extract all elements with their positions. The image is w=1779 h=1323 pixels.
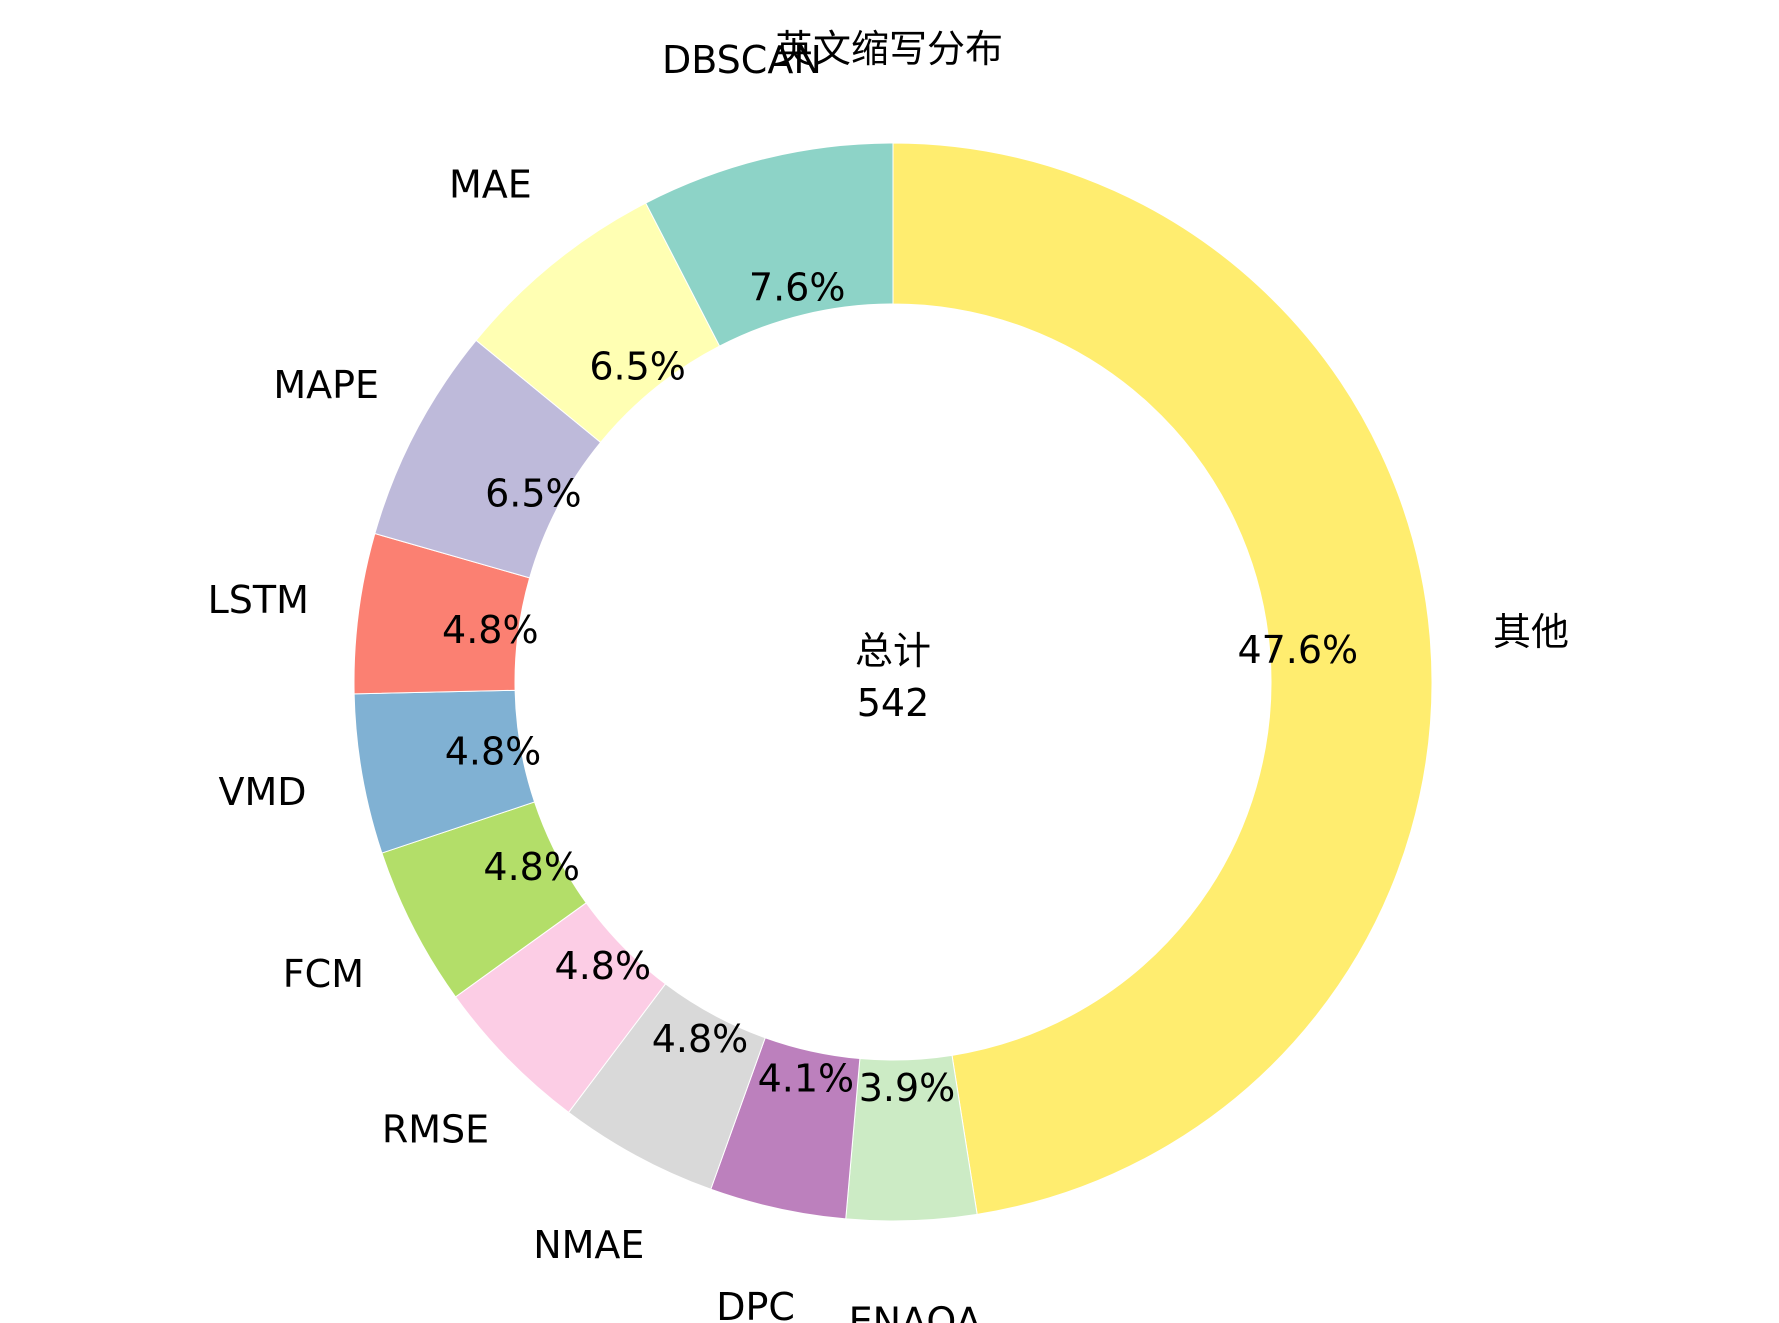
slice-label-5: FCM: [283, 952, 364, 996]
slice-label-10: DBSCAN: [662, 38, 822, 82]
slice-0: [892, 142, 1433, 1215]
slice-label-6: VMD: [218, 770, 306, 814]
percent-label-0: 47.6%: [1237, 628, 1358, 672]
slice-label-4: RMSE: [382, 1108, 489, 1152]
chart-title: 英文缩写分布: [775, 27, 1003, 71]
slice-label-2: DPC: [716, 1285, 795, 1323]
percent-label-1: 3.9%: [859, 1066, 956, 1110]
slice-label-9: MAE: [449, 163, 532, 207]
percent-label-9: 6.5%: [589, 344, 686, 388]
slice-label-0: 其他: [1493, 610, 1569, 654]
slices-group: [353, 142, 1433, 1222]
percent-label-8: 6.5%: [485, 472, 582, 516]
percent-label-5: 4.8%: [483, 845, 580, 889]
percent-label-6: 4.8%: [445, 730, 542, 774]
slice-label-8: MAPE: [273, 363, 379, 407]
slice-label-3: NMAE: [533, 1223, 644, 1267]
percent-label-7: 4.8%: [442, 608, 539, 652]
center-total-value: 542: [857, 681, 930, 725]
percent-label-3: 4.8%: [652, 1017, 749, 1061]
center-total-label: 总计: [855, 629, 931, 673]
percent-label-2: 4.1%: [758, 1057, 855, 1101]
slice-labels-group: 其他 ENAOA DPC NMAE RMSE FCM VMD LSTM MAPE MAE DBSCA…: [208, 38, 1569, 1323]
percent-label-10: 7.6%: [749, 266, 846, 310]
slice-label-1: ENAOA: [849, 1300, 982, 1323]
percent-label-4: 4.8%: [555, 944, 652, 988]
slice-10: [645, 142, 894, 347]
slice-label-7: LSTM: [208, 578, 309, 622]
percent-labels-group: 47.6%3.9%4.1%4.8%4.8%4.8%4.8%4.8%6.5%6.5…: [442, 266, 1358, 1110]
